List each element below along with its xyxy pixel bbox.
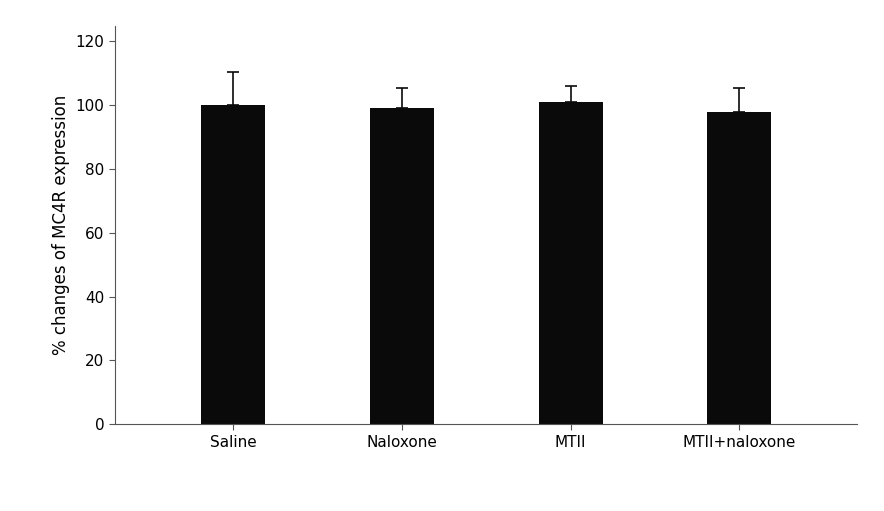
Bar: [201, 105, 265, 424]
Bar: [370, 108, 434, 424]
Y-axis label: % changes of MC4R expression: % changes of MC4R expression: [52, 95, 70, 355]
Bar: [707, 111, 772, 424]
Bar: [538, 102, 603, 424]
